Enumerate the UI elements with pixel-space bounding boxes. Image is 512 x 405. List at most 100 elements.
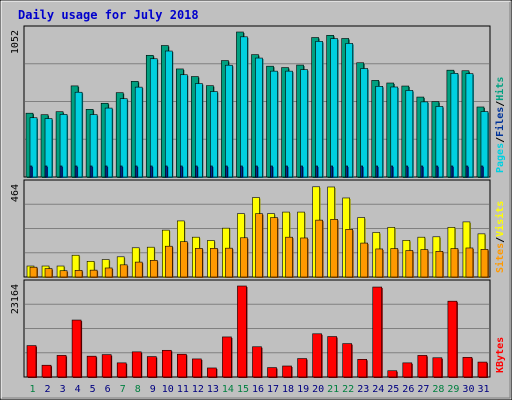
bar-sites-day-4 (74, 270, 84, 278)
bar-sites-day-30-face (465, 247, 474, 278)
bar-files-day-4 (74, 165, 79, 178)
bar-pages-day-18 (285, 70, 294, 178)
bar-kbytes-day-27 (417, 355, 428, 378)
bar-files-day-20-face (315, 165, 318, 178)
bar-sites-day-27 (420, 249, 429, 278)
bar-sites-day-19-face (300, 237, 308, 278)
bar-kbytes-day-4 (71, 319, 83, 378)
bar-pages-day-5-face (89, 114, 98, 178)
bar-files-day-14-face (225, 165, 228, 178)
bar-kbytes-day-28-face (432, 357, 443, 378)
bar-sites-day-7 (119, 264, 129, 278)
legend-entry: / (495, 101, 506, 107)
bar-sites-day-16-face (255, 213, 263, 278)
bar-sites-day-2 (44, 268, 54, 278)
bar-kbytes-day-29 (447, 300, 458, 378)
bar-sites-day-10 (164, 245, 174, 278)
bar-kbytes-day-9 (146, 356, 158, 378)
bar-pages-day-23 (360, 68, 369, 178)
bar-sites-day-1-face (29, 266, 38, 278)
bar-kbytes-day-26-face (402, 362, 413, 378)
bar-kbytes-day-3-face (56, 355, 67, 378)
bar-sites-day-10-face (164, 245, 173, 278)
bar-files-day-8-face (134, 165, 138, 178)
bar-sites-day-20 (315, 219, 324, 278)
bar-pages-day-1 (29, 117, 38, 178)
day-label-21: 21 (327, 384, 339, 395)
bar-sites-day-7-face (119, 264, 128, 278)
bar-pages-day-8-face (134, 86, 143, 178)
bar-files-day-18 (285, 165, 289, 178)
bar-kbytes-day-19-face (297, 358, 307, 378)
bar-kbytes-day-13-face (207, 367, 217, 378)
bar-files-day-25 (390, 165, 394, 178)
bar-sites-day-20-face (315, 219, 323, 278)
day-label-26: 26 (402, 384, 414, 395)
bar-pages-day-23-face (360, 68, 369, 178)
panel-2-legend: Sites/Visits (494, 201, 506, 273)
bar-sites-day-5-face (89, 269, 98, 278)
bar-kbytes-day-18-face (282, 365, 292, 378)
bar-files-day-10-face (164, 165, 168, 178)
panel-1-ymax-label: 1052 (10, 30, 21, 54)
bar-files-day-19 (300, 165, 304, 178)
bar-pages-day-14 (225, 64, 234, 178)
chart-title: Daily usage for July 2018 (18, 8, 199, 22)
bar-files-day-31 (480, 165, 484, 178)
bar-files-day-13 (210, 165, 214, 178)
day-label-23: 23 (357, 384, 369, 395)
bar-kbytes-day-24-face (372, 286, 383, 378)
bar-pages-day-28 (435, 106, 444, 178)
bar-sites-day-9 (149, 260, 159, 278)
legend-entry: Files (494, 107, 506, 137)
day-label-10: 10 (162, 384, 174, 395)
bar-files-day-17 (270, 165, 274, 178)
bar-pages-day-30-face (465, 73, 474, 178)
bar-kbytes-day-8 (131, 351, 143, 378)
bar-sites-day-8 (134, 261, 144, 278)
bar-files-day-22 (345, 165, 349, 178)
day-label-22: 22 (342, 384, 354, 395)
bar-pages-day-31 (480, 111, 489, 178)
bar-pages-day-11-face (180, 74, 188, 178)
panel-3: 23164 KBytes (10, 279, 506, 378)
bar-sites-day-25-face (390, 248, 399, 278)
day-label-7: 7 (120, 384, 126, 395)
bar-pages-day-15-face (240, 36, 248, 178)
bar-files-day-3 (59, 165, 64, 178)
bar-kbytes-day-23 (357, 359, 368, 378)
bar-files-day-13-face (210, 165, 213, 178)
bar-pages-day-20-face (315, 41, 323, 178)
bar-kbytes-day-12-face (192, 358, 202, 378)
bar-pages-day-17 (270, 70, 279, 178)
bar-pages-day-29-face (450, 73, 459, 178)
panel-3-legend: KBytes (495, 337, 506, 373)
bar-pages-day-30 (465, 73, 474, 178)
panel-2: 464 Sites/Visits (10, 179, 506, 278)
bar-pages-day-24 (375, 86, 384, 178)
bar-pages-day-1-face (29, 117, 38, 178)
legend-entry: Hits (494, 77, 506, 101)
bar-files-day-6 (104, 165, 109, 178)
bar-pages-day-19 (300, 69, 309, 178)
bar-pages-day-13-face (210, 91, 218, 178)
bar-files-day-3-face (59, 165, 63, 178)
bar-kbytes-day-11-face (177, 353, 187, 378)
panel-2-ymax-label: 464 (10, 184, 21, 202)
bar-files-day-16-face (255, 165, 258, 178)
bar-kbytes-day-6 (101, 354, 113, 378)
bar-kbytes-day-14 (222, 336, 233, 378)
bar-sites-day-2-face (44, 268, 53, 278)
day-label-29: 29 (447, 384, 459, 395)
bar-sites-day-23 (360, 242, 369, 278)
bar-files-day-4-face (74, 165, 78, 178)
bar-pages-day-14-face (225, 64, 233, 178)
bar-sites-day-28-face (435, 251, 444, 278)
bar-kbytes-day-25 (387, 370, 398, 378)
bar-files-day-23 (360, 165, 364, 178)
bar-files-day-2-face (44, 165, 48, 178)
bar-files-day-26-face (405, 165, 409, 178)
bar-sites-day-14 (225, 247, 234, 278)
